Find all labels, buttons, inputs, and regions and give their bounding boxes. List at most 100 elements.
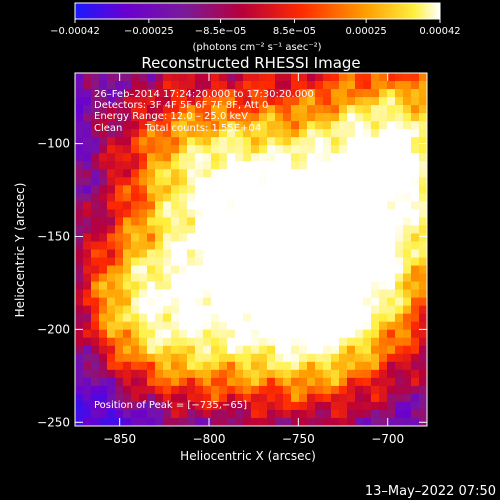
heatmap-cell (107, 217, 116, 227)
heatmap-cell (147, 393, 156, 403)
heatmap-cell (331, 225, 340, 235)
heatmap-cell (211, 249, 220, 259)
heatmap-cell (195, 281, 204, 291)
heatmap-cell (259, 329, 268, 339)
heatmap-cell (131, 353, 140, 363)
heatmap-cell (251, 385, 260, 395)
heatmap-cell (203, 193, 212, 202)
heatmap-cell (107, 249, 116, 259)
heatmap-cell (323, 361, 332, 371)
heatmap-cell (299, 129, 308, 138)
heatmap-cell (195, 233, 204, 243)
heatmap-cell (267, 153, 276, 162)
heatmap-cell (83, 169, 92, 178)
heatmap-cell (203, 81, 212, 90)
heatmap-cell (299, 81, 308, 90)
heatmap-cell (363, 193, 372, 202)
heatmap-cell (307, 353, 316, 363)
heatmap-cell (163, 401, 172, 411)
heatmap-cell (379, 297, 388, 307)
heatmap-cell (155, 281, 164, 291)
heatmap-cell (131, 105, 140, 114)
heatmap-cell (227, 409, 236, 419)
heatmap-cell (283, 217, 292, 227)
heatmap-cell (355, 177, 364, 186)
heatmap-cell (203, 305, 212, 315)
heatmap-cell (155, 305, 164, 315)
heatmap-cell (323, 193, 332, 202)
heatmap-cell (307, 361, 316, 371)
heatmap-cell (283, 393, 292, 403)
heatmap-cell (355, 105, 364, 114)
heatmap-cell (227, 297, 236, 307)
heatmap-cell (75, 321, 84, 331)
heatmap-cell (251, 353, 260, 363)
heatmap-cell (403, 233, 412, 243)
heatmap-cell (107, 385, 116, 395)
heatmap-cell (259, 185, 268, 194)
heatmap-cell (323, 401, 332, 411)
heatmap-cell (131, 81, 140, 90)
heatmap-cell (155, 129, 164, 138)
heatmap-cell (187, 401, 196, 411)
heatmap-cell (163, 297, 172, 307)
heatmap-cell (339, 273, 348, 283)
heatmap-cell (323, 249, 332, 259)
heatmap-cell (259, 145, 268, 154)
heatmap-cell (227, 273, 236, 283)
heatmap-cell (339, 345, 348, 355)
heatmap-cell (195, 97, 204, 106)
heatmap-cell (403, 161, 412, 170)
heatmap-cell (371, 273, 380, 283)
heatmap-cell (291, 249, 300, 259)
heatmap-cell (403, 273, 412, 283)
heatmap-cell (307, 97, 316, 106)
heatmap-cell (83, 177, 92, 186)
heatmap-cell (115, 209, 124, 219)
heatmap-cell (211, 81, 220, 90)
heatmap-cell (227, 305, 236, 315)
heatmap-cell (411, 145, 420, 154)
heatmap-cell (243, 297, 252, 307)
heatmap-cell (171, 185, 180, 194)
heatmap-cell (251, 257, 260, 267)
heatmap-cell (371, 209, 380, 219)
heatmap-cell (283, 137, 292, 146)
heatmap-cell (283, 257, 292, 267)
heatmap-cell (195, 369, 204, 379)
heatmap-cell (323, 321, 332, 331)
heatmap-cell (219, 393, 228, 403)
heatmap-cell (171, 313, 180, 323)
heatmap-cell (235, 409, 244, 419)
heatmap-cell (235, 257, 244, 267)
heatmap-cell (179, 73, 188, 82)
heatmap-cell (195, 409, 204, 419)
heatmap-cell (315, 153, 324, 162)
heatmap-cell (211, 353, 220, 363)
heatmap-cell (235, 345, 244, 355)
heatmap-cell (419, 201, 427, 210)
heatmap-cell (331, 265, 340, 275)
heatmap-cell (155, 385, 164, 395)
heatmap-cell (179, 361, 188, 371)
heatmap-cell (363, 129, 372, 138)
heatmap-cell (339, 281, 348, 291)
heatmap-cell (323, 217, 332, 227)
heatmap-cell (179, 161, 188, 170)
heatmap-cell (379, 97, 388, 106)
heatmap-cell (315, 409, 324, 419)
heatmap-cell (315, 129, 324, 138)
heatmap-cell (307, 257, 316, 267)
heatmap-cell (339, 169, 348, 178)
heatmap-cell (219, 153, 228, 162)
heatmap-cell (387, 249, 396, 259)
heatmap-cell (171, 249, 180, 259)
heatmap-cell (267, 297, 276, 307)
heatmap-cell (411, 265, 420, 275)
heatmap-cell (275, 345, 284, 355)
plot-area: −850 −800 −750 −700−100−150−200−250 (37, 72, 428, 446)
heatmap-cell (275, 377, 284, 387)
heatmap-cell (331, 369, 340, 379)
heatmap-cell (243, 385, 252, 395)
heatmap-cell (131, 289, 140, 299)
